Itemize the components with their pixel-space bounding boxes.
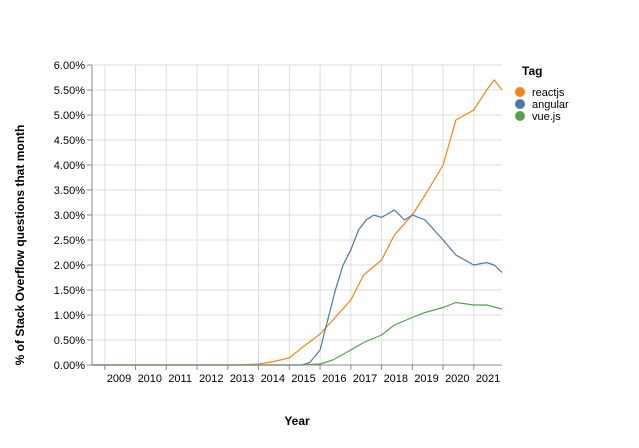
y-tick-label: 1.50% — [54, 285, 85, 297]
x-tick-label: 2009 — [107, 373, 131, 385]
x-tick-label: 2012 — [199, 373, 223, 385]
legend-label: angular — [532, 99, 569, 111]
x-tick-label: 2013 — [230, 373, 254, 385]
y-tick-label: 2.50% — [54, 235, 85, 247]
y-axis-title: % of Stack Overflow questions that month — [13, 125, 27, 366]
x-tick-label: 2021 — [476, 373, 500, 385]
y-tick-label: 4.50% — [54, 135, 85, 147]
legend-swatch-vue-js — [515, 111, 525, 121]
x-tick-label: 2014 — [261, 373, 285, 385]
legend-label: reactjs — [532, 87, 565, 99]
series-line-vue-js — [92, 301, 503, 366]
x-tick-label: 2020 — [445, 373, 469, 385]
x-axis-title: Year — [284, 414, 310, 428]
x-tick-label: 2010 — [138, 373, 162, 385]
y-tick-label: 3.00% — [54, 210, 85, 222]
series-line-reactjs — [92, 79, 503, 366]
y-tick-label: 1.00% — [54, 310, 85, 322]
y-tick-label: 4.00% — [54, 160, 85, 172]
x-tick-label: 2018 — [384, 373, 408, 385]
x-tick-label: 2019 — [414, 373, 438, 385]
legend-swatch-angular — [515, 99, 525, 109]
legend-title: Tag — [522, 64, 542, 78]
y-tick-label: 0.00% — [54, 360, 85, 372]
legend-label: vue.js — [532, 111, 561, 123]
series-line-angular — [92, 209, 503, 366]
x-axis: 2009 2010 2011 2012 2013 2014 2015 2016 2017 2018… — [104, 365, 500, 385]
y-tick-label: 6.00% — [54, 60, 85, 72]
x-tick-label: 2016 — [322, 373, 346, 385]
y-tick-label: 5.50% — [54, 85, 85, 97]
y-tick-label: 0.50% — [54, 335, 85, 347]
y-tick-label: 5.00% — [54, 110, 85, 122]
legend-swatch-reactjs — [515, 87, 525, 97]
plot-frame — [91, 65, 502, 366]
x-tick-label: 2011 — [168, 373, 192, 385]
x-tick-label: 2015 — [291, 373, 315, 385]
series-lines — [92, 79, 503, 366]
y-tick-label: 3.50% — [54, 185, 85, 197]
y-axis: 0.00% 0.50% 1.00% 1.50% 2.00% 2.50% 3.00% 3.50%… — [54, 60, 92, 372]
grid — [92, 64, 502, 366]
y-tick-label: 2.00% — [54, 260, 85, 272]
x-tick-label: 2017 — [353, 373, 377, 385]
